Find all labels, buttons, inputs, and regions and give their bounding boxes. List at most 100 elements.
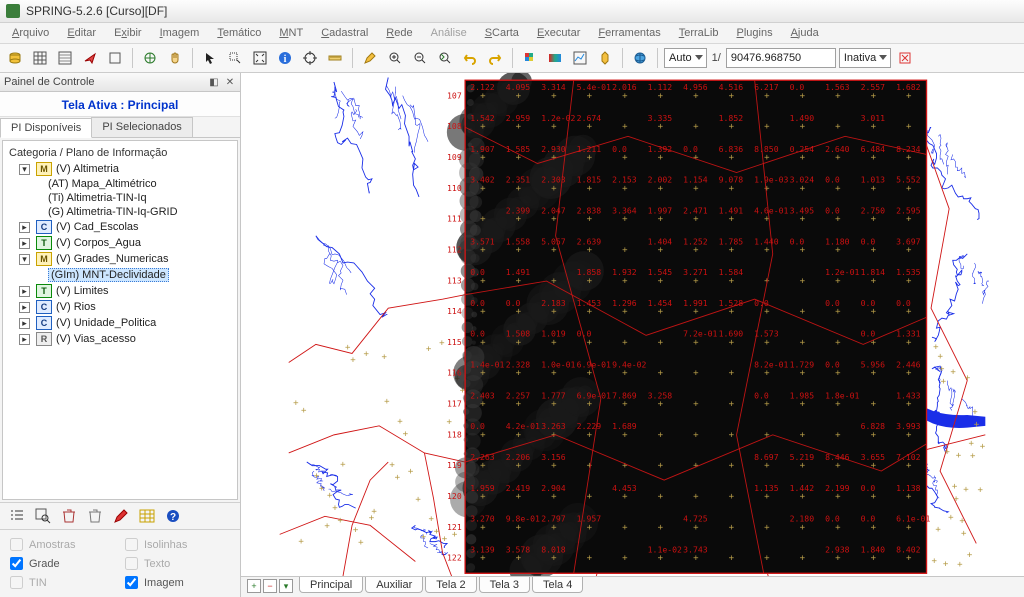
menu-temático[interactable]: Temático (209, 25, 269, 41)
tab-menu-icon[interactable]: ▾ (279, 579, 293, 593)
chart-icon[interactable] (569, 47, 591, 69)
undo-icon[interactable] (459, 47, 481, 69)
db-icon[interactable] (4, 47, 26, 69)
plane-icon[interactable] (79, 47, 101, 69)
tree-node-vias[interactable]: ▸R(V) Vias_acesso (19, 331, 235, 347)
tree-node-unidade[interactable]: ▸C(V) Unidade_Politica (19, 315, 235, 331)
chk-imagem[interactable]: Imagem (125, 576, 230, 589)
svg-text:+: + (764, 523, 770, 533)
marker-icon[interactable] (594, 47, 616, 69)
undock-icon[interactable]: ◧ (208, 76, 220, 88)
tree-node-tin-grid[interactable]: (G) Altimetria-TIN-Iq-GRID (33, 205, 235, 219)
svg-text:2.206: 2.206 (506, 452, 531, 462)
view-tabs: + − ▾ Principal Auxiliar Tela 2 Tela 3 T… (241, 576, 1024, 597)
map-canvas[interactable]: ++++++++++++++++++++++++++++++++++++++++… (241, 73, 1024, 576)
close-icon[interactable]: ✕ (224, 76, 236, 88)
svg-text:0.0: 0.0 (790, 82, 805, 92)
svg-text:+: + (587, 184, 593, 194)
tree-node-rios[interactable]: ▸C(V) Rios (19, 299, 235, 315)
table-icon[interactable] (138, 507, 156, 525)
tree-node-altimetria[interactable]: ▾M(V) Altimetria (19, 161, 235, 177)
close-tool-icon[interactable] (894, 47, 916, 69)
info-icon[interactable]: i (274, 47, 296, 69)
zoom-full-icon[interactable] (249, 47, 271, 69)
svg-text:+: + (800, 492, 806, 502)
menu-terralib[interactable]: TerraLib (671, 25, 727, 41)
svg-text:1.985: 1.985 (790, 390, 815, 400)
tab-tela3[interactable]: Tela 3 (479, 577, 530, 593)
tree-node-grades[interactable]: ▾M(V) Grades_Numericas (19, 251, 235, 267)
layers-icon[interactable] (54, 47, 76, 69)
zoomin-icon[interactable] (384, 47, 406, 69)
square-icon[interactable] (104, 47, 126, 69)
tab-auxiliar[interactable]: Auxiliar (365, 577, 423, 593)
scale-input[interactable]: 90476.968750 (726, 48, 836, 68)
list-icon[interactable] (8, 507, 26, 525)
menu-análise[interactable]: Análise (423, 25, 475, 41)
svg-text:+: + (970, 451, 976, 461)
svg-text:1.858: 1.858 (577, 267, 602, 277)
zoomout-icon[interactable] (409, 47, 431, 69)
menu-scarta[interactable]: SCarta (477, 25, 527, 41)
tree-node-cad-escolas[interactable]: ▸C(V) Cad_Escolas (19, 219, 235, 235)
zoom-select[interactable]: Auto (664, 48, 707, 68)
gradient-icon[interactable] (544, 47, 566, 69)
menu-imagem[interactable]: Imagem (152, 25, 208, 41)
cursor-icon[interactable] (199, 47, 221, 69)
tree-node-tin-iq[interactable]: (Ti) Altimetria-TIN-Iq (33, 191, 235, 205)
tree-node-mnt-decliv[interactable]: (GIm) MNT-Declividade (33, 267, 235, 283)
tab-tela2[interactable]: Tela 2 (425, 577, 476, 593)
zoom-box-icon[interactable] (224, 47, 246, 69)
tab-tela4[interactable]: Tela 4 (532, 577, 583, 593)
trash2-icon[interactable] (86, 507, 104, 525)
tree-node-limites[interactable]: ▸T(V) Limites (19, 283, 235, 299)
panel-title: Painel de Controle (4, 76, 95, 88)
chk-tin[interactable]: TIN (10, 576, 115, 589)
chk-isolinhas[interactable]: Isolinhas (125, 538, 230, 551)
chk-grade[interactable]: Grade (10, 557, 115, 570)
pencil-icon[interactable] (359, 47, 381, 69)
zoom-prev-icon[interactable] (434, 47, 456, 69)
menu-arquivo[interactable]: Arquivo (4, 25, 57, 41)
menu-editar[interactable]: Editar (59, 25, 104, 41)
menu-rede[interactable]: Rede (378, 25, 420, 41)
tab-add-icon[interactable]: + (247, 579, 261, 593)
menu-executar[interactable]: Executar (529, 25, 588, 41)
svg-text:9.078: 9.078 (719, 175, 744, 185)
menu-exibir[interactable]: Exibir (106, 25, 150, 41)
tool-icon-1[interactable] (139, 47, 161, 69)
svg-text:+: + (764, 122, 770, 132)
target-icon[interactable] (299, 47, 321, 69)
tab-principal[interactable]: Principal (299, 577, 363, 593)
svg-text:2.797: 2.797 (541, 514, 566, 524)
globe-icon[interactable] (629, 47, 651, 69)
help-icon[interactable]: ? (164, 507, 182, 525)
svg-text:+: + (480, 461, 486, 471)
flag-icon[interactable] (519, 47, 541, 69)
chk-amostras[interactable]: Amostras (10, 538, 115, 551)
tab-del-icon[interactable]: − (263, 579, 277, 593)
status-select[interactable]: Inativa (839, 48, 891, 68)
trash-icon[interactable] (60, 507, 78, 525)
tab-pi-selecionados[interactable]: PI Selecionados (91, 117, 193, 137)
tree-node-corpos-agua[interactable]: ▸T(V) Corpos_Agua (19, 235, 235, 251)
redo-icon[interactable] (484, 47, 506, 69)
search-layer-icon[interactable] (34, 507, 52, 525)
tab-pi-disponiveis[interactable]: PI Disponíveis (0, 118, 92, 138)
menu-ferramentas[interactable]: Ferramentas (590, 25, 668, 41)
svg-text:2.838: 2.838 (577, 205, 602, 215)
tree-node-mapa-alt[interactable]: (AT) Mapa_Altimétrico (33, 177, 235, 191)
svg-text:9.8e-01: 9.8e-01 (506, 514, 540, 524)
ruler-icon[interactable] (324, 47, 346, 69)
menu-mnt[interactable]: MNT (271, 25, 311, 41)
edit-icon[interactable] (112, 507, 130, 525)
menu-ajuda[interactable]: Ajuda (783, 25, 827, 41)
svg-text:0.0: 0.0 (825, 298, 840, 308)
menu-plugins[interactable]: Plugins (728, 25, 780, 41)
chk-texto[interactable]: Texto (125, 557, 230, 570)
svg-text:+: + (516, 245, 522, 255)
grid-icon[interactable] (29, 47, 51, 69)
hand-icon[interactable] (164, 47, 186, 69)
svg-text:+: + (298, 537, 304, 547)
menu-cadastral[interactable]: Cadastral (313, 25, 376, 41)
